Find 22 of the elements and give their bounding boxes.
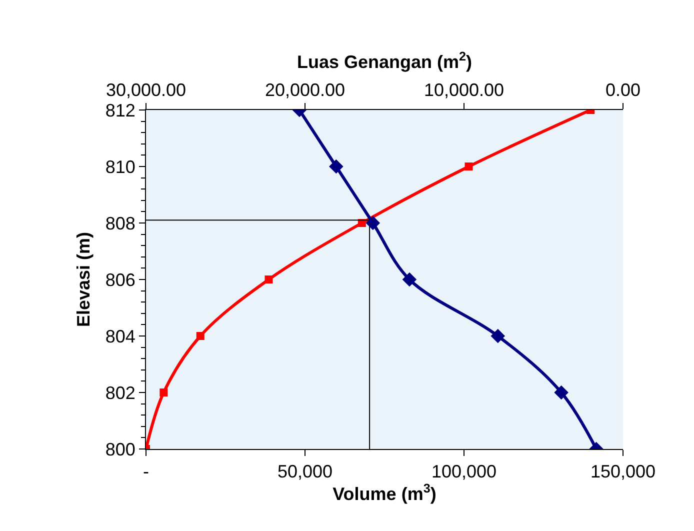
y-tick-label: 806 [105,270,136,290]
x-tick-label: 50,000 [277,462,333,482]
x2-axis-title: Luas Genangan (m$^{2}$) [296,49,472,72]
x2-tick-label: 30,000.00 [106,80,186,100]
y-tick-label: 804 [105,326,136,346]
y-axis-title: Elevasi (m) [74,232,94,328]
point [160,388,168,396]
x2-tick-label: 10,000.00 [424,80,504,100]
x-tick-label: 100,000 [431,462,497,482]
point [196,332,204,340]
point [464,162,473,170]
point [264,276,273,284]
x2-tick-label: 0.00 [605,80,641,100]
x-tick-label: - [143,462,149,482]
x2-tick-label: 20,000.00 [264,80,346,100]
x-tick-label: 150,000 [590,462,656,482]
y-tick-label: 812 [105,100,136,120]
y-tick-label: 802 [105,382,136,403]
y-tick-label: 810 [105,156,136,177]
x-axis-title: Volume (m$^{3}$) [332,482,436,504]
y-tick-label: 808 [105,213,136,234]
y-tick-label: 800 [105,439,136,460]
